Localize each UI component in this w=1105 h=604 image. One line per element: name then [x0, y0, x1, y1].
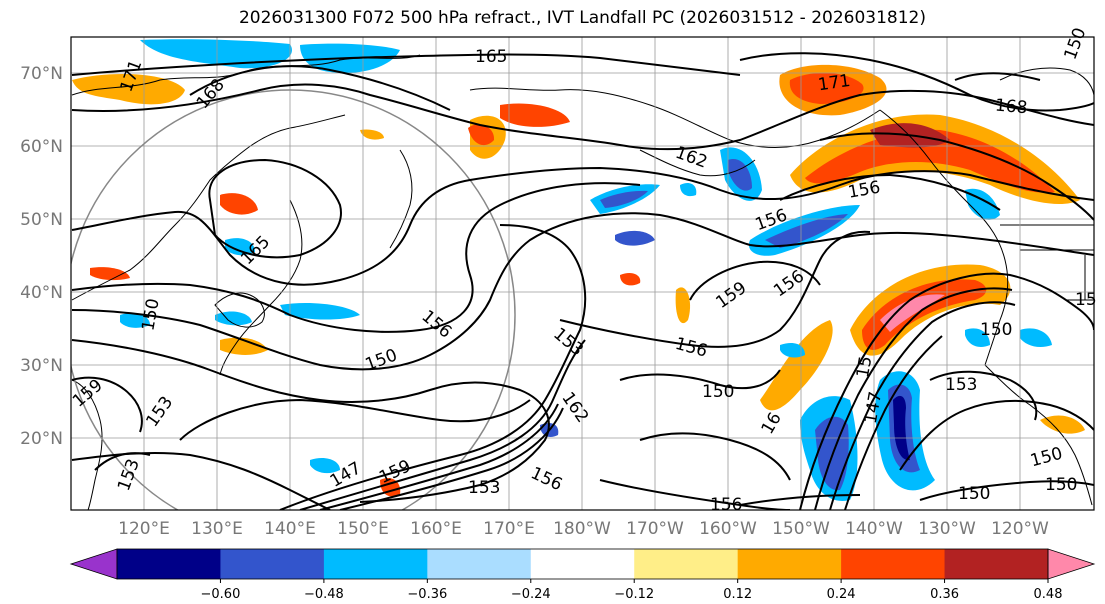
colorbar-segment	[323, 549, 428, 579]
lon-label: 160°E	[410, 519, 462, 539]
lat-label: 60°N	[20, 137, 63, 157]
lat-label: 40°N	[20, 283, 63, 303]
colorbar-border	[116, 548, 1049, 580]
lon-label: 160°W	[699, 519, 757, 539]
colorbar-tick-label: 0.24	[827, 587, 856, 602]
contour-label: 156	[710, 495, 742, 515]
lon-label: 130°E	[191, 519, 243, 539]
lon-label: 170°E	[483, 519, 535, 539]
map-title: 2026031300 F072 500 hPa refract., IVT La…	[238, 8, 926, 28]
radius-circle	[71, 89, 516, 510]
contour-label: 15	[1075, 290, 1097, 310]
colorbar-segment	[117, 549, 221, 579]
colorbar-tick-label: −0.24	[511, 587, 551, 602]
lon-label: 140°E	[264, 519, 316, 539]
lon-label: 150°W	[772, 519, 830, 539]
contour-label: 153	[945, 375, 977, 395]
lon-label: 120°W	[991, 519, 1049, 539]
colorbar-segment	[530, 549, 635, 579]
colorbar-segment	[737, 549, 842, 579]
colorbar-segment	[841, 549, 946, 579]
colorbar-tick-label: −0.60	[201, 587, 241, 602]
contour-lines	[71, 52, 1094, 510]
colorbar-tick-label: −0.36	[407, 587, 447, 602]
contour-label: 171	[817, 71, 852, 95]
contour-label: 153	[468, 478, 500, 498]
lon-label: 140°W	[845, 519, 903, 539]
map-frame	[70, 36, 1095, 511]
colorbar-segment	[944, 549, 1049, 579]
lat-label: 50°N	[20, 210, 63, 230]
longitude-labels: 120°E 130°E 140°E 150°E 160°E 170°E 180°…	[118, 519, 1049, 539]
lon-label: 180°W	[553, 519, 611, 539]
contour-label: 165	[475, 47, 507, 67]
colorbar-segment	[634, 549, 739, 579]
lat-label: 70°N	[20, 64, 63, 84]
contour-label: 150	[702, 382, 734, 402]
colorbar-tick-label: 0.36	[930, 587, 959, 602]
shaded-field	[72, 39, 1085, 501]
colorbar-tick-label: −0.12	[614, 587, 654, 602]
colorbar-segment	[427, 549, 532, 579]
colorbar-tick-label: −0.48	[304, 587, 344, 602]
colorbar: −0.60 −0.48 −0.36 −0.24 −0.12 0.12 0.24 0.36 0.4…	[69, 548, 1096, 602]
lat-label: 20°N	[20, 429, 63, 449]
colorbar-tick-label: 0.48	[1034, 587, 1063, 602]
colorbar-tick-label: 0.12	[723, 587, 752, 602]
colorbar-extend-low	[69, 548, 118, 580]
lat-label: 30°N	[20, 356, 63, 376]
contour-label: 168	[994, 96, 1028, 119]
latitude-labels: 70°N 60°N 50°N 40°N 30°N 20°N	[20, 64, 63, 449]
contour-label: 150	[1045, 475, 1077, 495]
colorbar-extend-high	[1047, 548, 1096, 580]
colorbar-segment	[220, 549, 325, 579]
contour-label: 150	[980, 320, 1012, 340]
lon-label: 150°E	[337, 519, 389, 539]
contour-label: 15	[853, 355, 876, 380]
contour-label: 150	[958, 484, 990, 504]
lon-label: 130°W	[918, 519, 976, 539]
lon-label: 120°E	[118, 519, 170, 539]
lon-label: 170°W	[626, 519, 684, 539]
